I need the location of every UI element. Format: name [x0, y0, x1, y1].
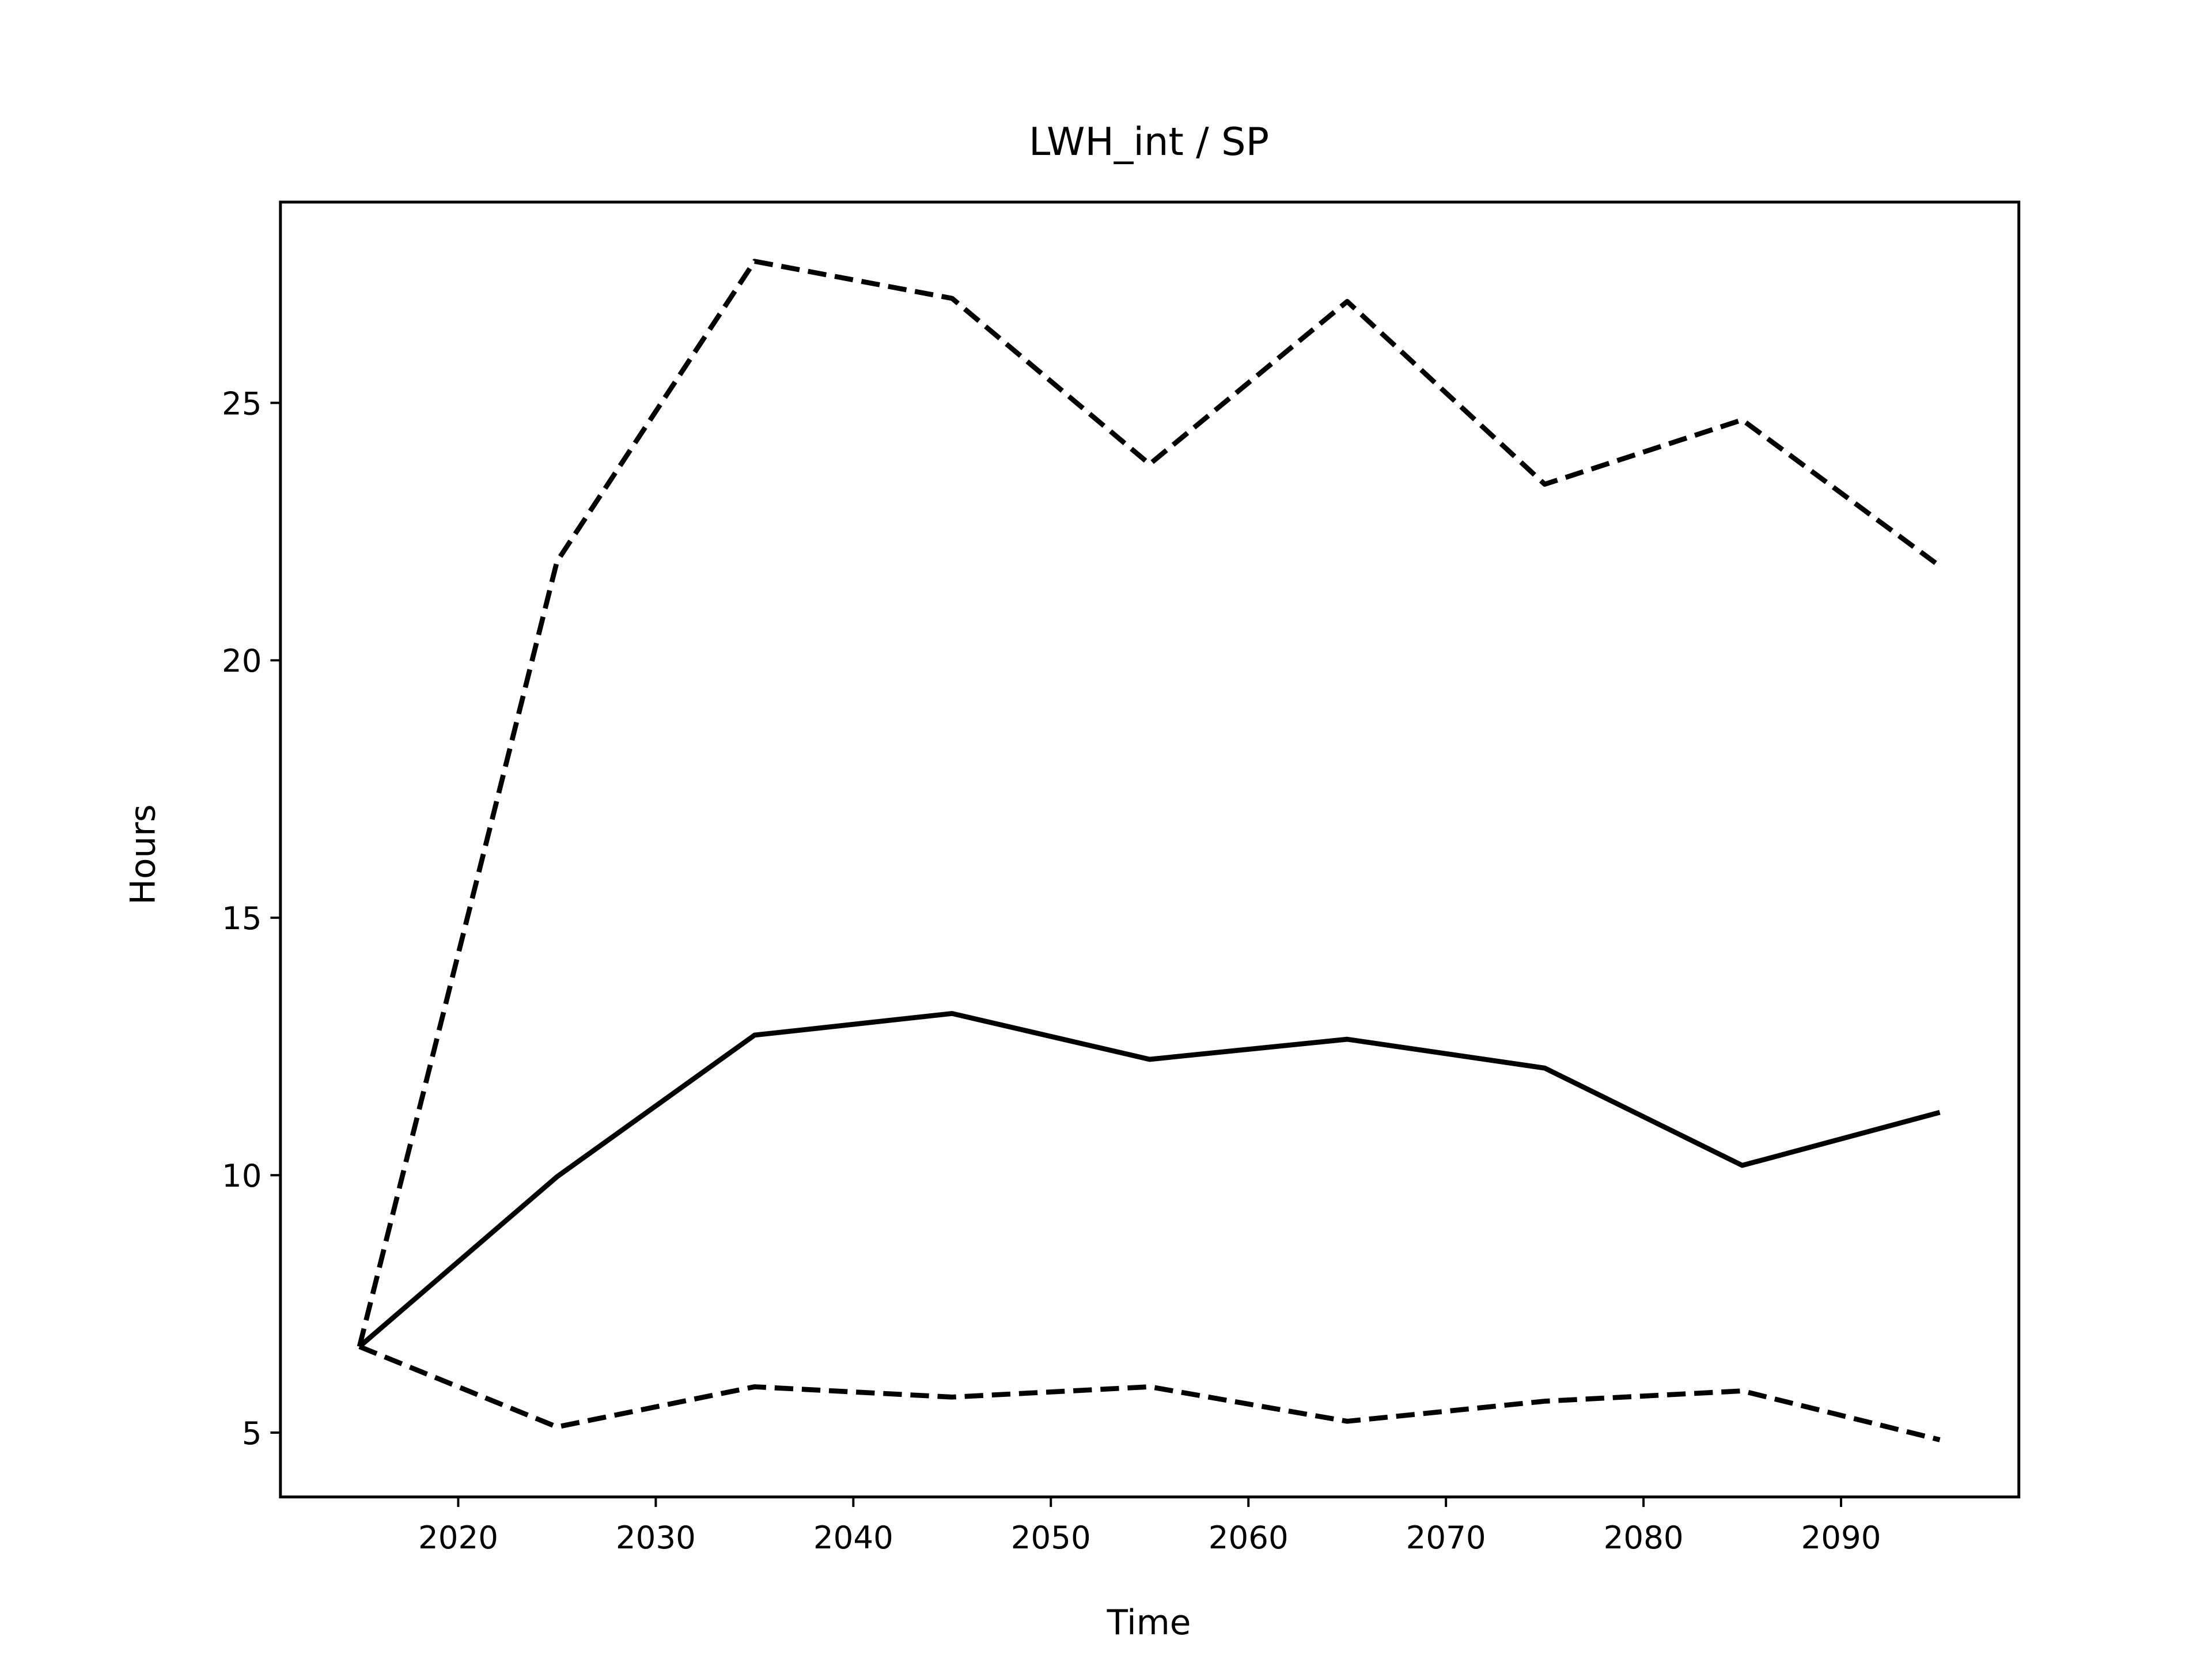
x-tick-label: 2060: [1209, 1519, 1289, 1556]
series-line: [358, 1011, 1941, 1349]
y-axis-label: Hours: [123, 804, 163, 905]
series-line: [358, 1344, 1941, 1442]
x-tick-label: 2050: [1011, 1519, 1091, 1556]
y-tick-label: 10: [222, 1157, 262, 1194]
plot-frame: [279, 200, 2021, 1499]
chart-title: LWH_int / SP: [1029, 119, 1269, 164]
series-line: [357, 259, 1942, 1347]
y-tick-label: 20: [222, 642, 262, 679]
x-tick-label: 2070: [1406, 1519, 1486, 1556]
x-tick-label: 2030: [616, 1519, 696, 1556]
y-tick-label: 5: [242, 1415, 262, 1452]
x-tick-label: 2080: [1604, 1519, 1684, 1556]
x-tick-label: 2040: [813, 1519, 893, 1556]
y-tick-label: 15: [222, 900, 262, 937]
x-tick-label: 2090: [1801, 1519, 1881, 1556]
x-axis-label: Time: [1107, 1603, 1191, 1643]
y-tick-label: 25: [222, 385, 262, 422]
x-tick-label: 2020: [418, 1519, 498, 1556]
